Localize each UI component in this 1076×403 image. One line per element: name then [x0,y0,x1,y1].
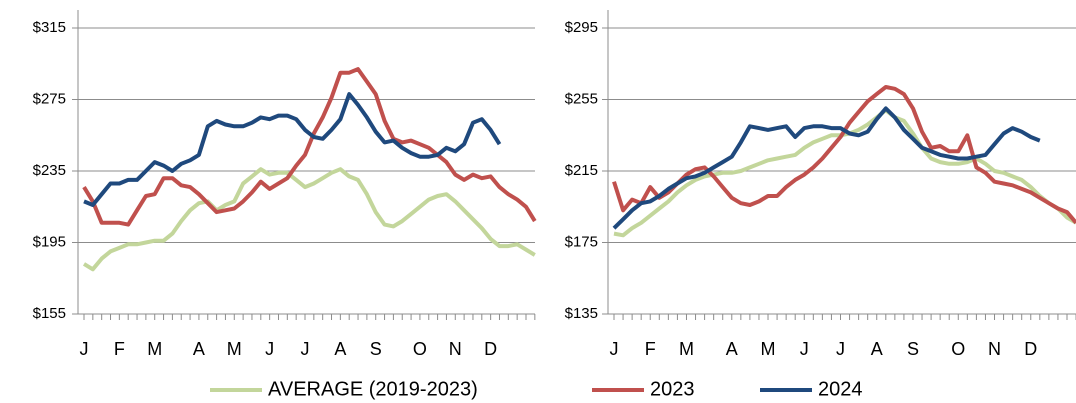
legend-label: 2024 [818,378,863,400]
x-tick-label: A [193,339,205,359]
series-line [613,108,1076,238]
x-tick-label: D [484,339,497,359]
x-tick-label: M [679,339,694,359]
x-tick-label: J [265,339,274,359]
x-tick-label: M [147,339,162,359]
legend-label: AVERAGE (2019-2023) [268,378,478,400]
x-tick-label: J [301,339,310,359]
y-tick-label: $315 [33,19,66,36]
x-tick-label: F [645,339,656,359]
x-tick-label: A [334,339,346,359]
x-tick-label: O [413,339,427,359]
y-tick-label: $215 [565,162,598,179]
x-tick-label: J [80,339,89,359]
y-tick-label: $195 [33,233,66,250]
x-tick-label: J [610,339,619,359]
y-tick-label: $235 [33,162,66,179]
series-line [82,167,536,272]
x-tick-label: M [227,339,242,359]
series-line [83,92,502,207]
y-tick-label: $155 [33,305,66,322]
x-tick-label: D [1024,339,1037,359]
series-line [612,85,1076,225]
y-tick-label: $255 [565,90,598,107]
x-tick-label: M [761,339,776,359]
x-tick-label: O [951,339,965,359]
legend-label: 2023 [650,378,695,400]
y-tick-label: $135 [565,305,598,322]
x-tick-label: A [871,339,883,359]
x-tick-label: N [988,339,1001,359]
x-tick-label: J [836,339,845,359]
x-tick-label: J [800,339,809,359]
y-tick-label: $175 [565,233,598,250]
y-tick-label: $295 [565,19,598,36]
y-tick-label: $275 [33,90,66,107]
x-tick-label: A [726,339,738,359]
series-line [612,106,1041,230]
x-tick-label: N [449,339,462,359]
series-line [82,67,537,227]
x-tick-label: F [114,339,125,359]
x-tick-label: S [907,339,919,359]
x-tick-label: S [370,339,382,359]
